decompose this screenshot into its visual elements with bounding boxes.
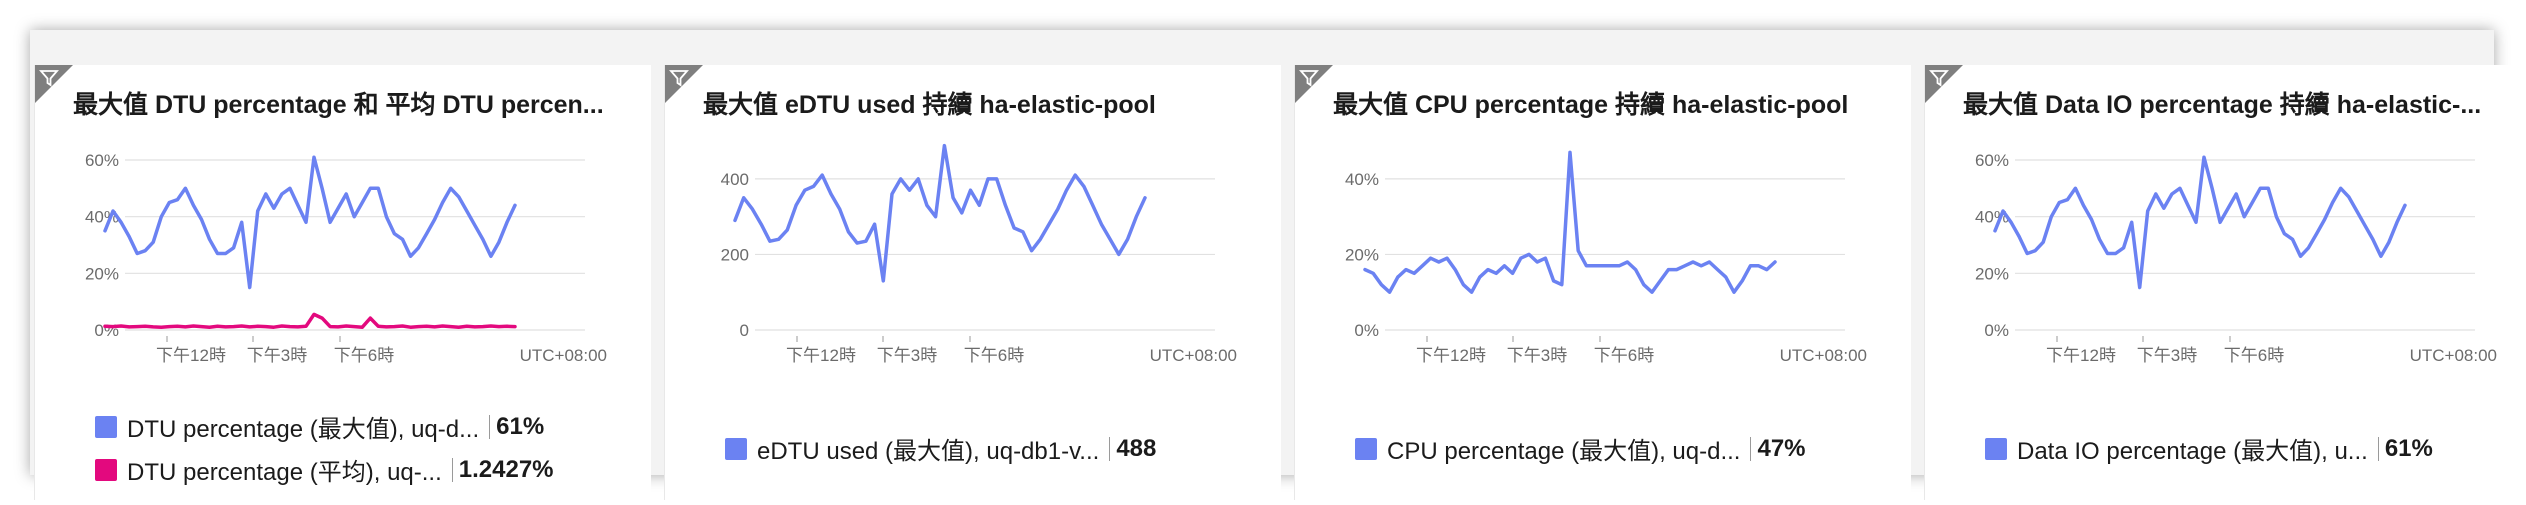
y-tick-label: 60% [85,151,119,170]
legend-value: 61% [2384,434,2433,462]
x-tick-label: 下午12時 [786,346,856,365]
timezone-label: UTC+08:00 [1150,346,1237,365]
filter-icon[interactable] [669,68,689,88]
y-tick-label: 0 [740,321,749,340]
x-tick-label: 下午3時 [877,346,937,365]
y-tick-label: 20% [1345,245,1379,264]
y-tick-label: 60% [1975,151,2009,170]
y-tick-label: 0% [94,321,119,340]
line-chart[interactable]: 400 200 0 下午12時 下午3時 下午6時 UTC+08:00 [665,65,1281,400]
x-tick-label: 下午6時 [334,346,394,365]
chart-tile-dataio[interactable]: 最大值 Data IO percentage 持續 ha-elastic-...… [1924,65,2526,500]
legend-swatch [725,437,747,460]
legend-swatch [1985,437,2007,460]
y-tick-label: 40% [85,208,119,227]
x-tick-label: 下午3時 [1507,346,1567,365]
legend-value: 61% [496,412,545,440]
filter-icon[interactable] [1299,68,1319,88]
y-tick-label: 0% [1354,321,1379,340]
legend-series-name: DTU percentage (平均), uq-... [127,459,442,486]
series-line [1363,150,1777,294]
legend-divider [1109,436,1111,461]
x-tick-label: 下午6時 [1594,346,1654,365]
y-tick-label: 40% [1975,208,2009,227]
legend-item[interactable]: DTU percentage (最大值), uq-d... 61% [95,409,544,444]
x-tick-label: 下午12時 [156,346,226,365]
timezone-label: UTC+08:00 [2410,346,2497,365]
chart-tile-dtu[interactable]: 最大值 DTU percentage 和 平均 DTU percen... 60… [34,65,651,500]
filter-icon[interactable] [1929,68,1949,88]
dashboard-tiles-strip: 最大值 DTU percentage 和 平均 DTU percen... 60… [30,30,2526,500]
legend-value: 1.2427% [458,455,554,483]
chart-tile-edtu[interactable]: 最大值 eDTU used 持續 ha-elastic-pool 400 200 0… [664,65,1281,500]
legend-item[interactable]: eDTU used (最大值), uq-db1-v... 488 [725,431,1156,466]
legend-series-name: Data IO percentage (最大值), u... [2017,438,2368,465]
series-line [733,143,1147,283]
y-tick-label: 200 [721,245,749,264]
timezone-label: UTC+08:00 [520,346,607,365]
line-chart[interactable]: 40% 20% 0% 下午12時 下午3時 下午6時 UTC+08:00 [1295,65,1911,400]
line-chart[interactable]: 60% 40% 20% 0% 下午12時 下午3時 下午6時 UTC+08:00 [1925,65,2526,400]
legend-divider [451,457,453,482]
legend-value: 47% [1757,434,1806,462]
legend-swatch [1355,437,1377,460]
x-tick-label: 下午12時 [2046,346,2116,365]
x-tick-label: 下午12時 [1416,346,1486,365]
legend-divider [489,414,491,439]
legend-swatch [95,415,117,438]
timezone-label: UTC+08:00 [1780,346,1867,365]
series-line [103,312,517,329]
chart-tile-cpu[interactable]: 最大值 CPU percentage 持續 ha-elastic-pool 40… [1294,65,1911,500]
legend-divider [1750,436,1752,461]
y-tick-label: 0% [1984,321,2009,340]
legend-series-name: eDTU used (最大值), uq-db1-v... [757,438,1100,465]
series-line [103,155,517,290]
y-tick-label: 400 [721,170,749,189]
y-tick-label: 20% [85,264,119,283]
x-tick-label: 下午6時 [964,346,1024,365]
legend-divider [2377,436,2379,461]
legend-value: 488 [1116,434,1157,462]
x-tick-label: 下午3時 [2137,346,2197,365]
legend-series-name: CPU percentage (最大值), uq-d... [1387,438,1741,465]
legend-item[interactable]: CPU percentage (最大值), uq-d... 47% [1355,431,1806,466]
series-line [1993,155,2407,290]
y-tick-label: 40% [1345,170,1379,189]
x-tick-label: 下午6時 [2224,346,2284,365]
filter-icon[interactable] [39,68,59,88]
line-chart[interactable]: 60% 40% 20% 0% 下午12時 下午3時 下午6時 UTC+08:00 [35,65,651,400]
legend-item[interactable]: DTU percentage (平均), uq-... 1.2427% [95,452,554,487]
y-tick-label: 20% [1975,264,2009,283]
legend-swatch [95,458,117,481]
legend-item[interactable]: Data IO percentage (最大值), u... 61% [1985,431,2433,466]
x-tick-label: 下午3時 [247,346,307,365]
legend-series-name: DTU percentage (最大值), uq-d... [127,416,480,443]
